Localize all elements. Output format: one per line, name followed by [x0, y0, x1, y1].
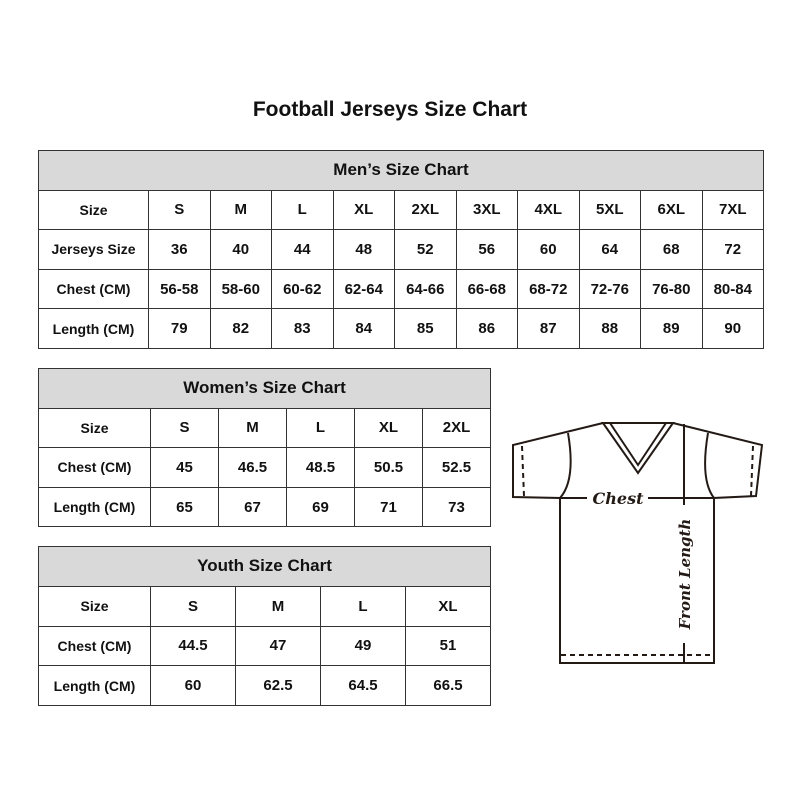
table-cell: 83: [271, 308, 334, 349]
table-cell: 68: [640, 229, 703, 270]
table-cell: 76-80: [640, 268, 703, 310]
table-cell: 60-62: [271, 268, 334, 310]
table-header: Men’s Size Chart: [38, 150, 764, 191]
table-cell: 46.5: [218, 447, 287, 488]
table-cell: 82: [209, 308, 272, 349]
table-cell: 4XL: [517, 189, 580, 231]
table-row: Size S M L XL 2XL 3XL 4XL 5XL 6XL 7XL: [38, 189, 764, 231]
row-label: Size: [38, 189, 149, 231]
jersey-collar: [601, 422, 675, 475]
table-cell: 7XL: [701, 189, 764, 231]
table-cell: 58-60: [209, 268, 272, 310]
table-cell: 44.5: [150, 625, 236, 667]
table-cell: XL: [332, 189, 395, 231]
table-cell: 50.5: [354, 447, 423, 488]
table-cell: M: [235, 585, 321, 627]
row-label: Chest (CM): [38, 268, 149, 310]
table-cell: 66.5: [405, 665, 491, 707]
table-cell: XL: [354, 407, 423, 449]
table-cell: 88: [578, 308, 641, 349]
table-cell: 87: [517, 308, 580, 349]
table-cell: 45: [150, 447, 219, 488]
table-cell: M: [218, 407, 287, 449]
page-title: Football Jerseys Size Chart: [252, 98, 528, 121]
table-cell: 48.5: [286, 447, 355, 488]
table-cell: 84: [332, 308, 395, 349]
table-cell: 52: [394, 229, 457, 270]
table-cell: 44: [271, 229, 334, 270]
row-label: Chest (CM): [38, 625, 151, 667]
table-row: Length (CM) 79 82 83 84 85 86 87 88 89 90: [38, 308, 764, 349]
table-cell: XL: [405, 585, 491, 627]
table-row: Jerseys Size 36 40 44 48 52 56 60 64 68 72: [38, 229, 764, 270]
table-cell: L: [320, 585, 406, 627]
table-row: Size S M L XL 2XL: [38, 407, 491, 449]
table-cell: S: [150, 407, 219, 449]
table-cell: 48: [332, 229, 395, 270]
row-label: Chest (CM): [38, 447, 151, 488]
table-cell: 64-66: [394, 268, 457, 310]
table-cell: 2XL: [422, 407, 491, 449]
table-cell: 85: [394, 308, 457, 349]
mens-size-table: Men’s Size Chart Size S M L XL 2XL 3XL 4XL 5XL 6XL…: [38, 150, 764, 349]
row-label: Size: [38, 585, 151, 627]
table-header: Women’s Size Chart: [38, 368, 491, 409]
table-cell: 72: [701, 229, 764, 270]
table-row: Length (CM) 65 67 69 71 73: [38, 486, 491, 528]
chest-label: Chest: [593, 489, 645, 508]
table-cell: M: [209, 189, 272, 231]
table-cell: 64.5: [320, 665, 406, 707]
table-row: Chest (CM) 45 46.5 48.5 50.5 52.5: [38, 447, 491, 488]
table-cell: 64: [578, 229, 641, 270]
table-cell: 60: [517, 229, 580, 270]
jersey-diagram: Chest Front Length: [512, 422, 764, 664]
table-row: Chest (CM) 56-58 58-60 60-62 62-64 64-66 66-68…: [38, 268, 764, 310]
table-cell: 40: [209, 229, 272, 270]
table-cell: 62-64: [332, 268, 395, 310]
table-cell: 3XL: [455, 189, 518, 231]
table-cell: S: [148, 189, 211, 231]
table-cell: 68-72: [517, 268, 580, 310]
table-cell: 56-58: [148, 268, 211, 310]
womens-size-table: Women’s Size Chart Size S M L XL 2XL Chest (CM)…: [38, 368, 491, 528]
table-cell: 62.5: [235, 665, 321, 707]
table-header: Youth Size Chart: [38, 546, 491, 587]
table-cell: L: [286, 407, 355, 449]
row-label: Jerseys Size: [38, 229, 149, 270]
row-label: Length (CM): [38, 486, 151, 528]
table-cell: 89: [640, 308, 703, 349]
table-cell: 71: [354, 486, 423, 528]
table-cell: 79: [148, 308, 211, 349]
table-cell: 36: [148, 229, 211, 270]
table-cell: 72-76: [578, 268, 641, 310]
table-cell: 73: [422, 486, 491, 528]
table-row: Chest (CM) 44.5 47 49 51: [38, 625, 491, 667]
table-cell: 47: [235, 625, 321, 667]
table-cell: 69: [286, 486, 355, 528]
table-cell: 86: [455, 308, 518, 349]
table-cell: 56: [455, 229, 518, 270]
table-cell: 67: [218, 486, 287, 528]
table-cell: 6XL: [640, 189, 703, 231]
table-cell: 80-84: [701, 268, 764, 310]
jersey-outline: [512, 422, 764, 664]
table-cell: 90: [701, 308, 764, 349]
table-cell: 49: [320, 625, 406, 667]
row-label: Size: [38, 407, 151, 449]
table-cell: 66-68: [455, 268, 518, 310]
table-cell: 5XL: [578, 189, 641, 231]
table-cell: 52.5: [422, 447, 491, 488]
table-cell: 51: [405, 625, 491, 667]
table-cell: S: [150, 585, 236, 627]
row-label: Length (CM): [38, 308, 149, 349]
table-cell: 2XL: [394, 189, 457, 231]
table-cell: L: [271, 189, 334, 231]
row-label: Length (CM): [38, 665, 151, 707]
table-row: Length (CM) 60 62.5 64.5 66.5: [38, 665, 491, 707]
table-row: Size S M L XL: [38, 585, 491, 627]
youth-size-table: Youth Size Chart Size S M L XL Chest (CM) 44.5 4…: [38, 546, 491, 707]
front-length-label: Front Length: [676, 519, 694, 631]
table-cell: 65: [150, 486, 219, 528]
table-cell: 60: [150, 665, 236, 707]
